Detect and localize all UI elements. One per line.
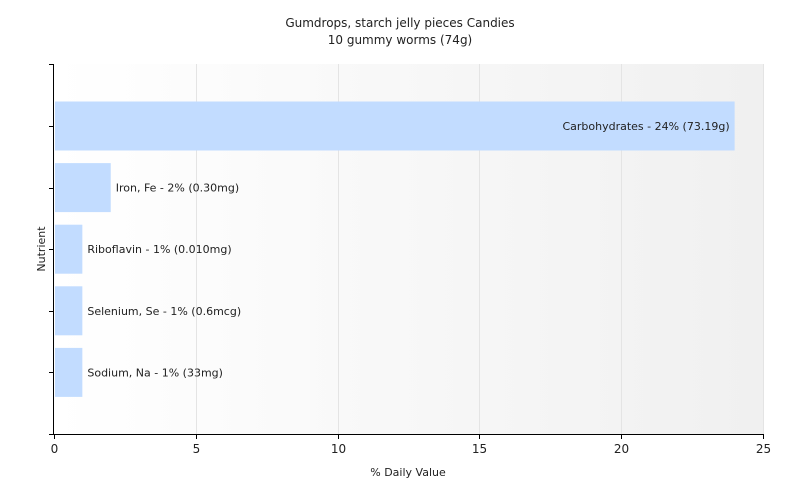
x-tick-label: 25: [756, 442, 771, 456]
x-tick-label: 15: [472, 442, 487, 456]
x-axis-title: % Daily Value: [370, 466, 446, 479]
x-tick-label: 5: [193, 442, 201, 456]
chart-title: Gumdrops, starch jelly pieces Candies: [285, 16, 514, 30]
chart-subtitle: 10 gummy worms (74g): [328, 33, 473, 47]
bar-label: Iron, Fe - 2% (0.30mg): [116, 182, 239, 195]
x-tick-label: 0: [51, 442, 59, 456]
bar: [55, 224, 83, 274]
y-axis-title: Nutrient: [35, 226, 48, 272]
bar: [55, 347, 83, 397]
bar-label: Riboflavin - 1% (0.010mg): [87, 243, 231, 256]
bar-label: Carbohydrates - 24% (73.19g): [562, 120, 729, 133]
bars: Carbohydrates - 24% (73.19g) Iron, Fe - 2…: [55, 101, 735, 397]
bar: [55, 163, 111, 213]
bar-label: Sodium, Na - 1% (33mg): [87, 366, 223, 379]
bar-label: Selenium, Se - 1% (0.6mcg): [87, 305, 241, 318]
bar: [55, 101, 735, 151]
x-tick-label: 20: [614, 442, 629, 456]
axes: 0 5 10 15 20 25: [49, 64, 771, 456]
bar: [55, 286, 83, 336]
x-tick-label: 10: [331, 442, 346, 456]
